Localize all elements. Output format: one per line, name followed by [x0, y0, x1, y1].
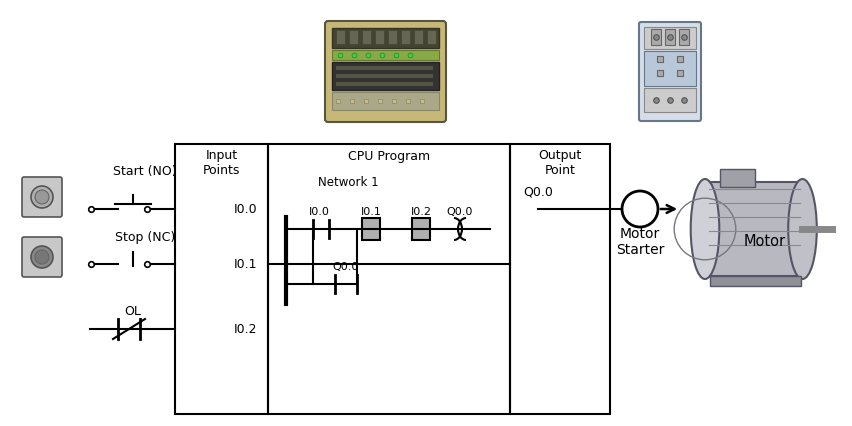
FancyBboxPatch shape [22, 237, 62, 277]
Text: CPU Program: CPU Program [348, 150, 430, 163]
Text: Stop (NC): Stop (NC) [115, 231, 176, 244]
Bar [375, 31, 384, 45]
Ellipse shape [788, 180, 817, 279]
Text: Q0.0: Q0.0 [333, 262, 360, 271]
Text: I0.1: I0.1 [360, 207, 382, 216]
Bar [362, 31, 371, 45]
Bar [651, 30, 661, 46]
Text: I0.0: I0.0 [308, 207, 330, 216]
Bar [710, 276, 801, 286]
Bar [644, 52, 696, 87]
Bar [414, 31, 423, 45]
Text: Start (NO): Start (NO) [113, 165, 177, 178]
Bar [336, 31, 345, 45]
FancyBboxPatch shape [325, 22, 446, 123]
Bar [336, 83, 433, 87]
Bar [401, 31, 410, 45]
Text: Input
Points: Input Points [203, 149, 240, 177]
Text: OL: OL [124, 305, 141, 318]
Bar [332, 93, 439, 111]
FancyBboxPatch shape [22, 178, 62, 218]
Bar [427, 31, 436, 45]
Bar [388, 31, 397, 45]
Text: I0.2: I0.2 [411, 207, 431, 216]
Ellipse shape [691, 180, 719, 279]
Text: I0.2: I0.2 [234, 323, 258, 336]
Text: Q0.0: Q0.0 [523, 185, 553, 198]
Bar [362, 219, 380, 240]
Text: Output
Point: Output Point [538, 149, 582, 177]
FancyBboxPatch shape [639, 23, 701, 122]
Circle shape [35, 190, 49, 204]
Circle shape [31, 187, 53, 208]
Bar [349, 31, 358, 45]
Bar [412, 219, 430, 240]
Text: Motor: Motor [744, 234, 786, 249]
Bar [336, 75, 433, 79]
Bar [644, 89, 696, 113]
Circle shape [35, 250, 49, 265]
Text: Motor
Starter: Motor Starter [616, 226, 665, 256]
Text: Network 1: Network 1 [318, 176, 378, 189]
Bar [679, 30, 689, 46]
Text: I0.1: I0.1 [234, 258, 258, 271]
Bar [705, 183, 803, 276]
Circle shape [31, 246, 53, 268]
Bar [332, 63, 439, 91]
Bar [336, 67, 433, 71]
Bar [720, 170, 755, 187]
Text: I0.0: I0.0 [234, 203, 258, 216]
Bar [332, 29, 439, 49]
Bar [665, 30, 675, 46]
Bar [332, 51, 439, 61]
Text: Q0.0: Q0.0 [446, 207, 473, 216]
Bar [644, 28, 696, 50]
